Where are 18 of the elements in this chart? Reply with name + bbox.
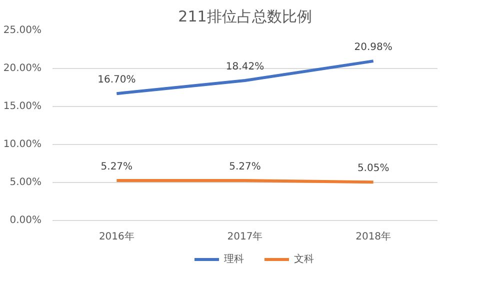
legend-label: 理科 (224, 252, 244, 266)
y-tick-label: 0.00% (10, 215, 42, 226)
chart-title: 211排位占总数比例 (178, 8, 312, 26)
data-label: 5.27% (229, 161, 261, 172)
legend-label: 文科 (294, 252, 314, 266)
data-label: 20.98% (354, 42, 392, 54)
y-tick-label: 10.00% (3, 139, 42, 150)
x-tick-label: 2017年 (227, 230, 263, 242)
x-tick-label: 2016年 (98, 230, 134, 242)
data-label: 18.42% (226, 62, 264, 73)
x-tick-label: 2018年 (356, 230, 392, 242)
data-label: 16.70% (98, 74, 136, 86)
data-label: 5.27% (100, 161, 133, 172)
y-tick-label: 20.00% (3, 63, 42, 74)
data-label: 5.05% (357, 163, 390, 174)
y-tick-label: 15.00% (3, 101, 42, 112)
y-tick-label: 5.00% (10, 177, 42, 188)
y-tick-label: 25.00% (3, 25, 42, 36)
